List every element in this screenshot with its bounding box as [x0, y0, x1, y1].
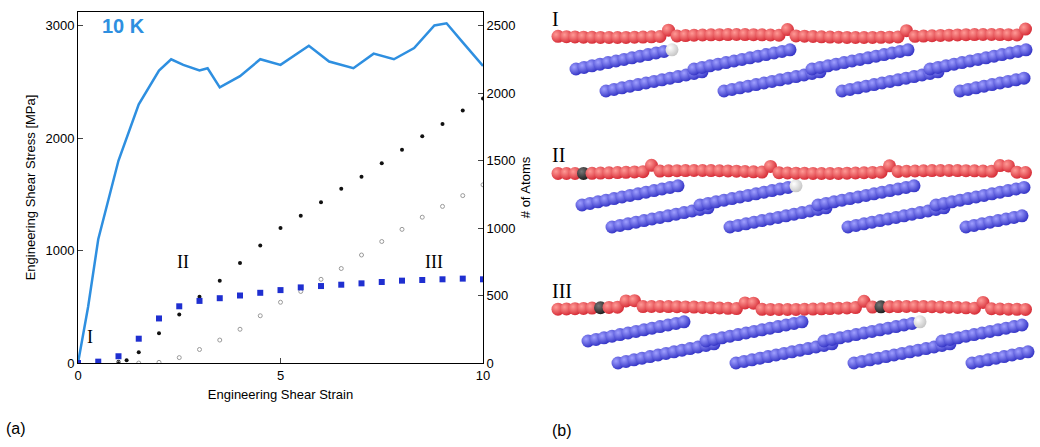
svg-text:(b): (b)	[552, 422, 572, 439]
html-text:(a): (a)	[6, 420, 26, 437]
svg-text:0: 0	[487, 356, 494, 371]
svg-text:# of Atoms: # of Atoms	[518, 156, 533, 218]
svg-text:5: 5	[277, 368, 284, 383]
svg-text:II: II	[552, 144, 565, 166]
svg-text:3000: 3000	[45, 18, 74, 33]
svg-text:1500: 1500	[487, 153, 516, 168]
svg-text:Engineering Shear Strain: Engineering Shear Strain	[208, 387, 353, 402]
svg-text:500: 500	[487, 288, 509, 303]
svg-text:I: I	[87, 327, 93, 347]
svg-text:10: 10	[476, 368, 490, 383]
svg-text:2000: 2000	[487, 86, 516, 101]
svg-text:III: III	[552, 280, 572, 302]
svg-text:1000: 1000	[45, 243, 74, 258]
svg-text:Engineering Shear Stress [MPa]: Engineering Shear Stress [MPa]	[23, 95, 38, 281]
svg-text:10 K: 10 K	[102, 15, 145, 37]
svg-text:2500: 2500	[487, 18, 516, 33]
svg-text:0: 0	[74, 368, 81, 383]
svg-text:I: I	[552, 8, 559, 30]
svg-text:2000: 2000	[45, 131, 74, 146]
svg-text:0: 0	[67, 356, 74, 371]
svg-text:1000: 1000	[487, 221, 516, 236]
svg-text:II: II	[177, 252, 189, 272]
svg-text:III: III	[425, 252, 443, 272]
